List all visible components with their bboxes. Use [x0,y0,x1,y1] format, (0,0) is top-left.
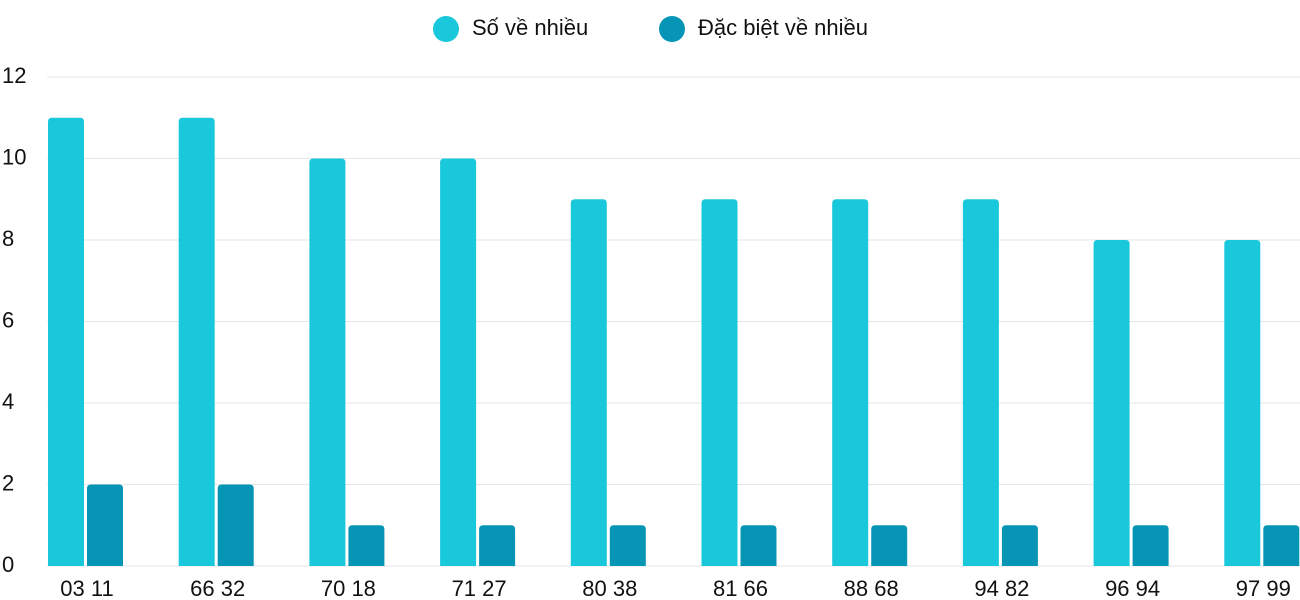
legend-label: Đặc biệt về nhiều [698,15,868,40]
bar [1132,525,1169,566]
x-tick-label: 94 82 [974,576,1029,600]
bar [348,525,385,566]
bar [832,199,869,566]
bar [1224,240,1261,566]
bar [701,199,738,566]
bar [87,484,123,566]
x-tick-label: 70 18 [321,576,376,600]
bar [479,525,516,566]
y-tick-label: 8 [2,226,14,251]
x-tick-label: 97 99 [1236,576,1291,600]
x-tick-label: 66 32 [190,576,245,600]
y-tick-label: 10 [2,144,26,169]
y-tick-label: 2 [2,470,14,495]
x-tick-label: 71 27 [452,576,507,600]
x-tick-label: 81 66 [713,576,768,600]
bar [48,117,84,566]
x-tick-label: 96 94 [1105,576,1160,600]
y-tick-label: 4 [2,389,14,414]
bar [871,525,908,566]
bar [609,525,646,566]
bar [440,158,477,566]
legend-marker [433,16,459,42]
bar [217,484,254,566]
y-tick-label: 0 [2,552,14,577]
bar [570,199,607,566]
bar [962,199,999,566]
bar [1093,240,1130,566]
bar [740,525,777,566]
bar [309,158,346,566]
bar [178,117,215,566]
legend-marker [659,16,685,42]
legend-label: Số về nhiều [472,15,588,40]
y-tick-label: 6 [2,307,14,332]
x-tick-label: 03 11 [60,576,113,600]
bar [1001,525,1038,566]
x-tick-label: 88 68 [844,576,899,600]
x-tick-label: 80 38 [582,576,637,600]
y-tick-label: 12 [2,63,26,88]
bar [1263,525,1300,566]
